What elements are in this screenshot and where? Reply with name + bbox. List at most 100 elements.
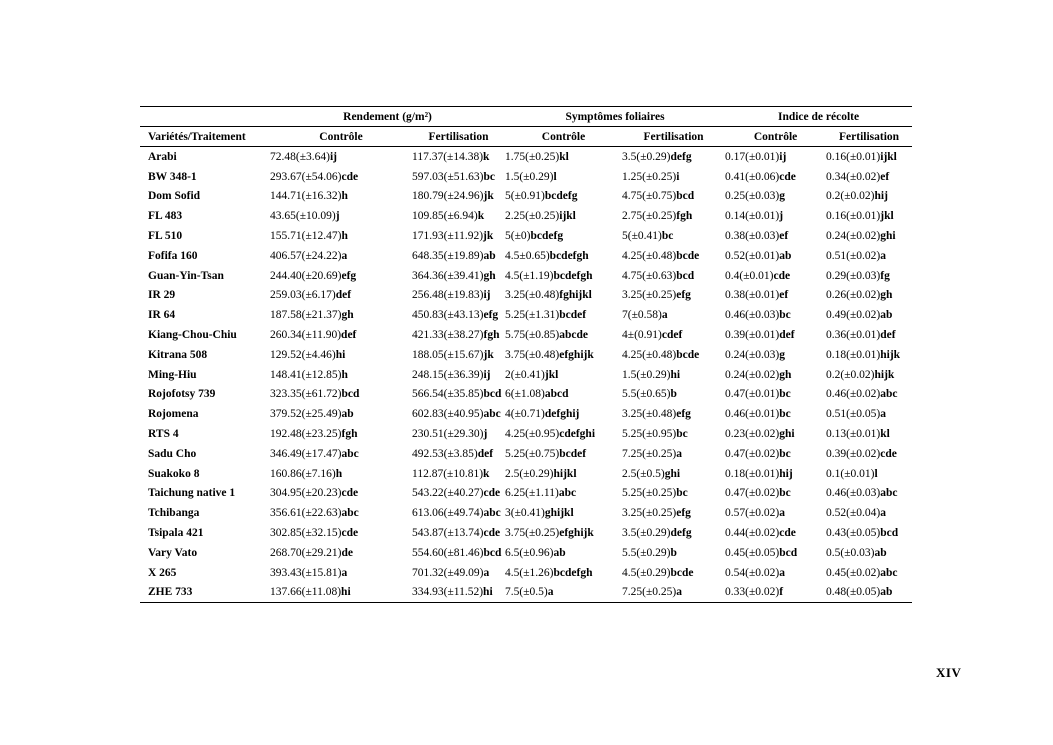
variety-name: Suakoko 8: [148, 467, 200, 480]
table-cell: 0.24(±0.02)gh: [725, 365, 826, 385]
variety-name: BW 348-1: [148, 170, 197, 183]
table-cell: 648.35(±19.89)ab: [412, 246, 505, 266]
cell-group-letters: ab: [874, 546, 887, 559]
cell-group-letters: bcd: [676, 190, 695, 203]
table-cell: 4.5(±1.26)bcdefgh: [505, 563, 622, 583]
cell-group-letters: def: [335, 289, 352, 302]
table-cell: 0.24(±0.03)g: [725, 345, 826, 365]
table-cell: 6.25(±1.11)abc: [505, 484, 622, 504]
table-cell: 543.22(±40.27)cde: [412, 484, 505, 504]
cell-value: 3.25(±0.25): [622, 289, 677, 302]
table-cell: 230.51(±29.30)j: [412, 424, 505, 444]
table-cell: 5.25(±0.25)bc: [622, 484, 725, 504]
cell-value: 0.43(±0.05): [826, 527, 881, 540]
table-cell: 109.85(±6.94)k: [412, 206, 505, 226]
cell-value: 137.66(±11.08): [270, 586, 342, 599]
cell-value: 0.14(±0.01): [725, 210, 780, 223]
cell-value: 244.40(±20.69): [270, 269, 342, 282]
cell-value: 701.32(±49.09): [412, 566, 484, 579]
cell-value: 0.5(±0.03): [826, 546, 875, 559]
cell-group-letters: bc: [779, 447, 791, 460]
table-cell: 1.5(±0.29)hi: [622, 365, 725, 385]
cell-group-letters: k: [477, 210, 485, 223]
table-row: Kitrana 508 129.52(±4.46)hi 188.05(±15.67)…: [140, 345, 912, 365]
cell-value: 4.5±0.65): [505, 249, 550, 262]
table-cell: 4.5±0.65)bcdefgh: [505, 246, 622, 266]
table-cell: 0.46(±0.03)abc: [826, 484, 912, 504]
cell-group-letters: a: [483, 566, 490, 579]
cell-value: 0.51(±0.05): [826, 408, 881, 421]
cell-value: 0.46(±0.02): [826, 388, 881, 401]
table-cell: 3(±0.41)ghijkl: [505, 503, 622, 523]
table-cell: 1.25(±0.25)i: [622, 167, 725, 187]
cell-value: 0.4(±0.01): [725, 269, 774, 282]
table-cell: 346.49(±17.47)abc: [270, 444, 412, 464]
table-cell: 4.75(±0.75)bcd: [622, 187, 725, 207]
cell-group-letters: b: [670, 546, 677, 559]
cell-group-letters: bc: [779, 309, 791, 322]
cell-value: 3.75(±0.48): [505, 348, 560, 361]
cell-group-letters: bc: [483, 170, 495, 183]
cell-group-letters: ijkl: [880, 150, 897, 163]
cell-value: 180.79(±24.96): [412, 190, 484, 203]
table-cell: 356.61(±22.63)abc: [270, 503, 412, 523]
table-cell: 0.2(±0.02)hijk: [826, 365, 912, 385]
cell-value: 1.25(±0.25): [622, 170, 677, 183]
table-cell: 2.5(±0.5)ghi: [622, 464, 725, 484]
cell-group-letters: cdefghi: [559, 428, 596, 441]
group-header-row: Rendement (g/m²) Symptômes foliaires Ind…: [140, 106, 913, 127]
table-cell: 0.14(±0.01)j: [725, 206, 826, 226]
cell-value: 0.25(±0.03): [725, 190, 780, 203]
table-cell: 4.75(±0.63)bcd: [622, 266, 725, 286]
cell-group-letters: a: [676, 586, 682, 599]
cell-value: 1.5(±0.29): [505, 170, 554, 183]
table-cell: 0.16(±0.01)ijkl: [826, 147, 912, 167]
table-cell: 160.86(±7.16)h: [270, 464, 412, 484]
cell-group-letters: def: [477, 447, 494, 460]
cell-group-letters: efghijk: [559, 527, 594, 540]
cell-group-letters: bc: [779, 388, 791, 401]
cell-group-letters: ab: [880, 309, 893, 322]
cell-group-letters: bcdefg: [544, 190, 578, 203]
table-cell: 129.52(±4.46)hi: [270, 345, 412, 365]
cell-value: 0.47(±0.02): [725, 447, 780, 460]
table-row: Fofifa 160 406.57(±24.22)a 648.35(±19.89)a…: [140, 246, 912, 266]
table-cell: 0.2(±0.02)hij: [826, 187, 912, 207]
cell-value: 393.43(±15.81): [270, 566, 342, 579]
table-cell: 3.75(±0.25)efghijk: [505, 523, 622, 543]
cell-value: 0.39(±0.01): [725, 329, 780, 342]
table-cell: 5.5(±0.29)b: [622, 543, 725, 563]
cell-value: 346.49(±17.47): [270, 447, 342, 460]
table-cell: 72.48(±3.64)ij: [270, 147, 412, 167]
cell-value: 323.35(±61.72): [270, 388, 342, 401]
table-cell: 4.25(±0.48)bcde: [622, 345, 725, 365]
group-header-indice: Indice de récolte: [725, 106, 913, 127]
cell-value: 3.5(±0.29): [622, 150, 671, 163]
cell-group-letters: bcd: [779, 546, 798, 559]
table-cell: 4.5(±0.29)bcde: [622, 563, 725, 583]
table-cell: 613.06(±49.74)abc: [412, 503, 505, 523]
cell-value: 5.5(±0.65): [622, 388, 671, 401]
table-cell: 543.87(±13.74)cde: [412, 523, 505, 543]
cell-value: 109.85(±6.94): [412, 210, 478, 223]
cell-group-letters: bc: [676, 428, 688, 441]
cell-value: 188.05(±15.67): [412, 348, 484, 361]
cell-value: 3(±0.41): [505, 507, 545, 520]
variety-name: Kiang-Chou-Chiu: [148, 329, 237, 342]
cell-group-letters: a: [880, 507, 887, 520]
table-cell: 0.18(±0.01)hijk: [826, 345, 912, 365]
cell-group-letters: abc: [341, 447, 359, 460]
cell-value: 293.67(±54.06): [270, 170, 342, 183]
cell-value: 260.34(±11.90): [270, 329, 342, 342]
cell-value: 160.86(±7.16): [270, 467, 336, 480]
cell-value: 0.41(±0.06): [725, 170, 780, 183]
cell-group-letters: def: [880, 329, 896, 342]
cell-group-letters: kl: [559, 150, 569, 163]
cell-group-letters: ghi: [664, 467, 681, 480]
table-cell: 3.75(±0.48)efghijk: [505, 345, 622, 365]
cell-value: 5(±0.41): [622, 230, 662, 243]
table-cell: 0.23(±0.02)ghi: [725, 424, 826, 444]
cell-value: 1.5(±0.29): [622, 368, 671, 381]
cell-value: 0.18(±0.01): [725, 467, 780, 480]
cell-value: 0.24(±0.02): [725, 368, 780, 381]
